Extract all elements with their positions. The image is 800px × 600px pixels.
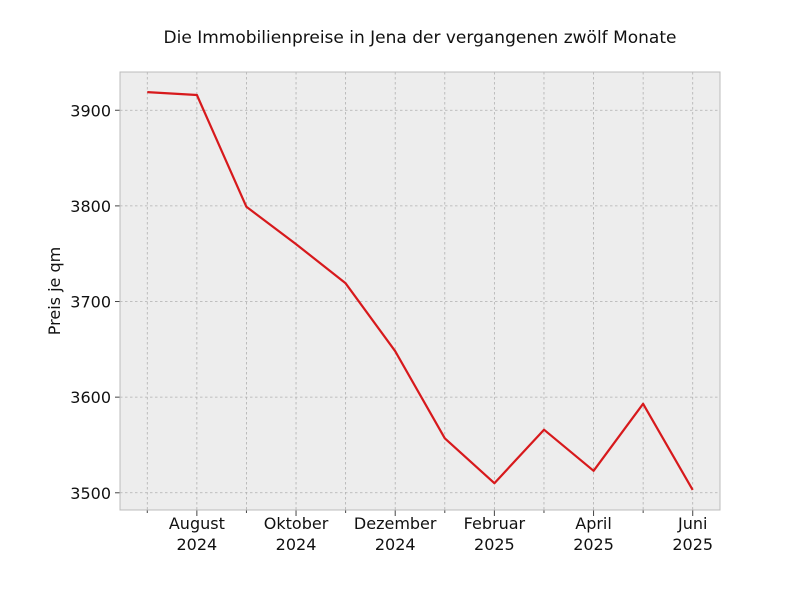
x-tick-label: Juni 2025: [672, 514, 713, 554]
chart-title: Die Immobilienpreise in Jena der vergang…: [164, 28, 677, 48]
y-tick-label: 3500: [70, 484, 111, 503]
plot-frame: [119, 71, 721, 511]
x-tick-label: August 2024: [169, 514, 225, 554]
y-tick-label: 3900: [70, 101, 111, 120]
plot-area: [120, 72, 720, 510]
y-tick-label: 3600: [70, 388, 111, 407]
y-axis-label: Preis je qm: [45, 247, 64, 335]
x-tick-label: Februar 2025: [464, 514, 526, 554]
price-series-line: [147, 91, 694, 491]
x-tick-label: Dezember 2024: [354, 514, 437, 554]
y-tick-label: 3800: [70, 197, 111, 216]
y-tick-label: 3700: [70, 293, 111, 312]
x-tick-label: Oktober 2024: [264, 514, 329, 554]
x-axis: August 2024 Oktober 2024 Dezember 2024 Februar…: [169, 510, 713, 554]
y-axis: 3500 3600 3700 3800 3900: [70, 101, 120, 503]
x-tick-label: April 2025: [573, 514, 614, 554]
